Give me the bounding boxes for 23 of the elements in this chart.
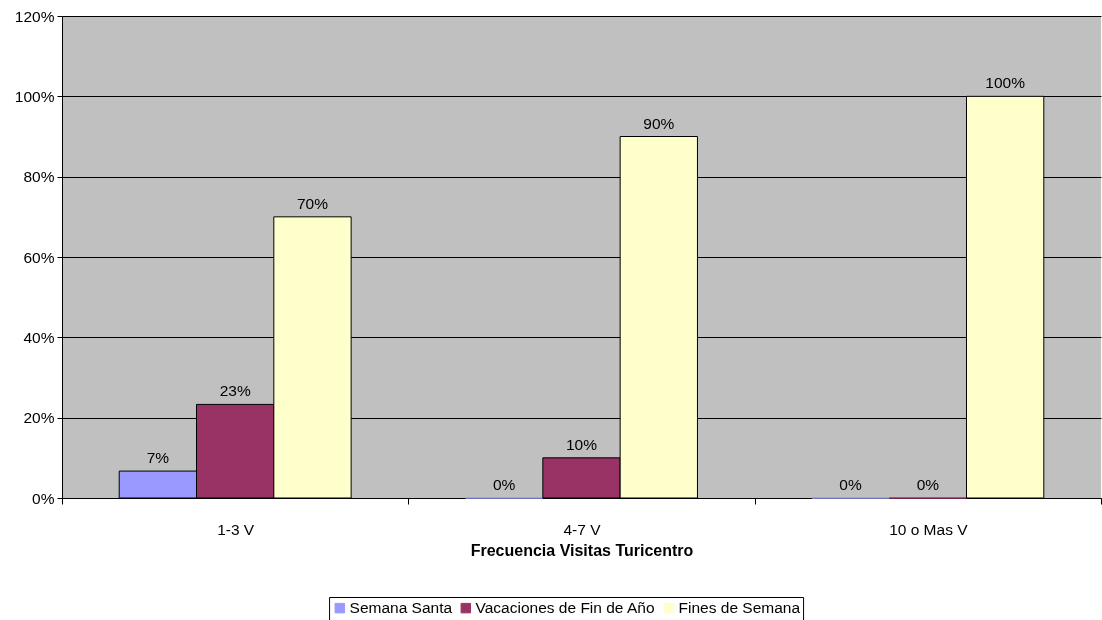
x-axis-title: Frecuencia Visitas Turicentro: [470, 542, 694, 559]
y-tick-label: 60%: [23, 248, 55, 266]
data-label: 90%: [643, 114, 675, 132]
x-tick-label: 1-3 V: [217, 520, 255, 538]
y-tick-label: 80%: [23, 168, 55, 186]
data-label: 100%: [985, 74, 1026, 92]
data-label: 0%: [839, 476, 862, 493]
y-tick-label: 40%: [23, 328, 55, 346]
data-label: 0%: [492, 476, 516, 493]
x-tick-label: 10 o Mas V: [889, 520, 969, 538]
x-tick-label: 4-7 V: [563, 520, 602, 538]
data-label: 23%: [219, 382, 251, 400]
y-tick-label: 20%: [23, 409, 55, 427]
data-label: 7%: [146, 449, 170, 467]
legend-label: Vacaciones de Fin de Año: [475, 599, 655, 617]
legend-label: Semana Santa: [349, 599, 453, 617]
legend-label: Fines de Semana: [678, 599, 801, 617]
y-tick-label: 100%: [14, 87, 55, 105]
y-tick-label: 0%: [32, 489, 55, 507]
data-label: 10%: [565, 435, 598, 453]
data-label: 70%: [296, 194, 329, 212]
data-label: 0%: [916, 476, 940, 493]
y-tick-label: 120%: [14, 7, 55, 25]
